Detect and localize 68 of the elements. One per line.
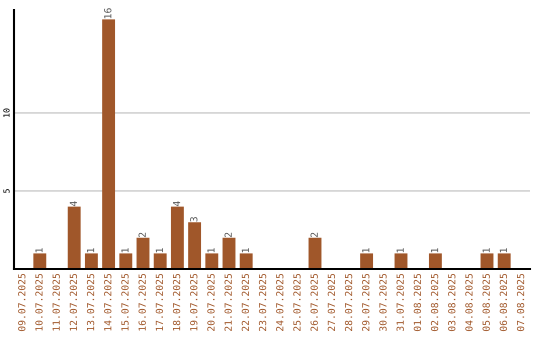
bar [136,238,150,269]
data-label: 4 [70,201,77,206]
bar [102,19,116,269]
data-label: 1 [500,248,507,252]
x-tick-label: 05.08.2025 [482,274,490,332]
x-tick-label: 31.07.2025 [396,274,404,332]
x-tick-label: 13.07.2025 [86,274,94,331]
bar [428,253,442,269]
x-tick-label: 24.07.2025 [276,274,284,331]
bar [394,253,408,269]
x-tick-label: 10.07.2025 [35,274,43,331]
x-tick-label: 14.07.2025 [104,274,112,331]
x-tick-label: 27.07.2025 [328,274,336,331]
x-tick-label: 19.07.2025 [190,274,198,331]
x-tick-label: 25.07.2025 [293,274,301,331]
data-label: 4 [173,201,180,206]
bar [154,253,167,269]
data-label: 1 [207,248,215,252]
x-tick-label: 28.07.2025 [344,274,352,331]
bar [240,253,253,269]
bar [188,222,202,269]
data-label: 1 [35,248,43,252]
data-label: 1 [242,248,249,252]
x-tick-label: 11.07.2025 [52,274,60,331]
data-label: 16 [104,8,112,18]
x-tick-label: 15.07.2025 [121,274,129,331]
bar [33,253,46,269]
x-tick-label: 26.07.2025 [310,274,318,331]
bar [498,253,511,269]
bar [360,253,374,269]
bar [308,238,322,269]
x-tick-label: 03.08.2025 [448,274,456,332]
x-tick-label: 02.08.2025 [430,274,438,332]
bar [170,206,184,269]
data-label: 2 [138,232,146,238]
data-label: 1 [121,248,129,252]
x-tick-label: 01.08.2025 [414,274,422,332]
bar [119,253,132,269]
x-tick-label: 30.07.2025 [379,274,387,332]
bar [68,206,81,269]
x-tick-label: 04.08.2025 [465,274,473,332]
data-label: 3 [190,217,198,222]
data-label: 1 [87,248,94,252]
data-label: 1 [156,248,163,252]
data-label: 1 [482,248,490,252]
bar [480,253,494,269]
x-tick-label: 23.07.2025 [258,274,266,331]
x-tick-label: 21.07.2025 [224,274,232,331]
y-tick-label: 10 [3,108,10,117]
x-tick-label: 12.07.2025 [70,274,78,331]
data-label: 2 [310,232,318,238]
bar [84,253,98,269]
x-tick-label: 16.07.2025 [138,274,146,331]
x-tick-label: 09.07.2025 [18,274,26,332]
bar [205,253,218,269]
x-tick-label: 20.07.2025 [207,274,215,331]
data-label: 1 [431,248,438,252]
data-label: 1 [362,248,370,252]
x-tick-label: 06.08.2025 [500,274,508,332]
bar [222,238,236,269]
x-tick-label: 18.07.2025 [172,274,180,331]
x-tick-label: 07.08.2025 [516,274,524,332]
data-label: 2 [224,232,232,238]
x-tick-label: 29.07.2025 [362,274,370,331]
x-tick-label: 22.07.2025 [242,274,250,331]
x-tick-label: 17.07.2025 [156,274,164,331]
data-label: 1 [396,248,404,252]
y-tick-label: 5 [3,189,10,193]
